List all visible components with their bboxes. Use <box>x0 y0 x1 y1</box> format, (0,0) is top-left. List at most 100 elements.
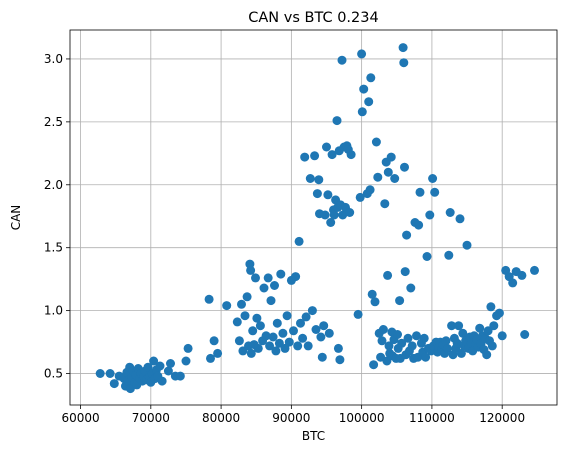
data-point <box>419 333 429 343</box>
data-point <box>475 323 485 333</box>
data-point <box>494 308 504 318</box>
x-axis-ticks: 60000 70000 80000 90000 100000 110000 120000 <box>61 405 525 425</box>
data-point <box>332 116 342 126</box>
data-point <box>487 341 497 351</box>
data-points <box>95 43 539 394</box>
data-point <box>175 371 185 381</box>
data-point <box>272 318 282 328</box>
data-point <box>329 210 339 220</box>
data-point <box>301 312 311 322</box>
data-point <box>497 331 507 341</box>
data-point <box>265 341 275 351</box>
data-point <box>291 272 301 282</box>
data-point <box>406 283 416 293</box>
y-tick-label: 1.0 <box>44 304 63 318</box>
data-point <box>370 297 380 307</box>
data-point <box>155 361 165 371</box>
data-point <box>209 336 219 346</box>
data-point <box>310 151 320 161</box>
y-tick-label: 3.0 <box>44 52 63 66</box>
data-point <box>400 162 409 172</box>
data-point <box>213 348 223 358</box>
data-point <box>454 321 464 331</box>
data-point <box>251 273 260 283</box>
x-tick-label: 80000 <box>202 411 240 425</box>
x-tick-label: 70000 <box>132 411 170 425</box>
data-point <box>378 325 388 334</box>
data-point <box>482 350 492 360</box>
data-point <box>319 321 329 331</box>
data-point <box>109 379 119 389</box>
data-point <box>294 236 304 246</box>
data-point <box>326 218 336 227</box>
data-point <box>430 187 440 197</box>
data-point <box>296 318 305 328</box>
data-point <box>455 214 465 224</box>
data-point <box>314 175 324 185</box>
y-axis-label: CAN <box>9 205 23 231</box>
y-axis-ticks: 0.5 1.0 1.5 2.0 2.5 3.0 <box>44 52 70 381</box>
data-point <box>373 172 383 182</box>
data-point <box>337 55 347 65</box>
data-point <box>402 230 412 240</box>
data-point <box>240 311 250 321</box>
data-point <box>458 328 468 338</box>
data-point <box>447 321 457 331</box>
data-point <box>311 325 321 334</box>
data-point <box>307 306 317 316</box>
data-point <box>364 97 374 107</box>
data-point <box>407 341 417 351</box>
data-point <box>322 142 331 152</box>
data-point <box>234 336 244 346</box>
data-point <box>268 332 278 342</box>
data-point <box>317 352 327 362</box>
data-point <box>248 326 258 336</box>
chart-title: CAN vs BTC 0.234 <box>248 10 378 26</box>
data-point <box>367 289 377 299</box>
data-point <box>323 190 333 200</box>
x-axis-label: BTC <box>302 429 325 443</box>
data-point <box>335 355 345 365</box>
data-point <box>316 332 326 342</box>
data-point <box>320 210 330 220</box>
data-point <box>452 338 462 348</box>
data-point <box>353 309 363 319</box>
x-tick-label: 100000 <box>339 411 385 425</box>
data-point <box>305 174 315 183</box>
data-point <box>445 208 455 217</box>
data-point <box>444 250 454 260</box>
x-tick-label: 110000 <box>409 411 455 425</box>
data-point <box>377 336 387 346</box>
data-point <box>371 137 381 147</box>
y-tick-label: 0.5 <box>44 367 63 381</box>
data-point <box>303 341 313 351</box>
data-point <box>263 273 273 283</box>
data-point <box>425 210 435 220</box>
data-point <box>517 270 527 280</box>
data-point <box>284 337 294 347</box>
data-point <box>386 152 396 162</box>
data-point <box>252 313 262 323</box>
data-point <box>266 296 276 306</box>
data-point <box>166 359 175 368</box>
data-point <box>397 338 407 348</box>
data-point <box>365 185 375 195</box>
y-tick-label: 2.0 <box>44 178 63 192</box>
data-point <box>338 210 348 220</box>
data-point <box>271 346 281 356</box>
data-point <box>333 343 343 353</box>
data-point <box>289 326 298 336</box>
data-point <box>357 49 367 59</box>
data-point <box>489 321 499 331</box>
data-point <box>403 333 413 343</box>
data-point <box>183 343 193 353</box>
data-point <box>415 187 425 197</box>
data-point <box>327 150 337 160</box>
data-point <box>149 356 159 366</box>
data-point <box>204 294 214 304</box>
data-point <box>237 299 246 309</box>
data-point <box>428 174 438 183</box>
data-point <box>253 343 263 353</box>
data-point <box>441 336 451 346</box>
